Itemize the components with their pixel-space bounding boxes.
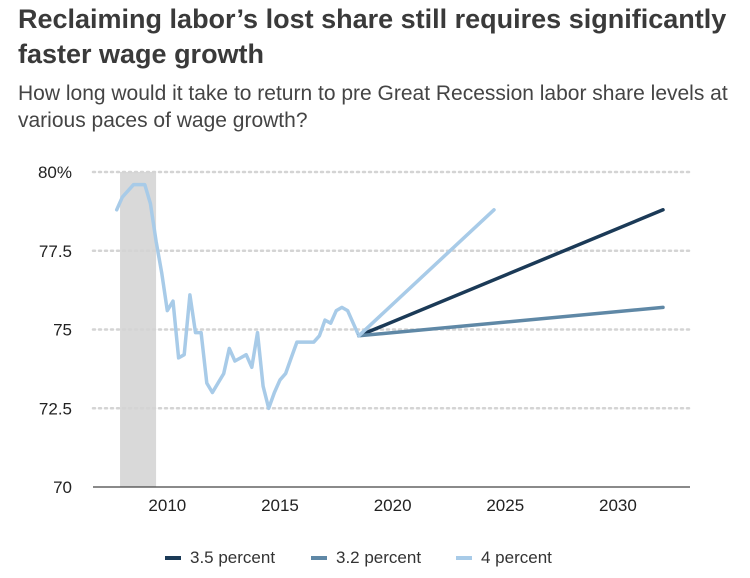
projection-line-4-percent <box>357 208 496 338</box>
x-tick-label: 2020 <box>374 496 412 515</box>
legend: 3.5 percent 3.2 percent 4 percent <box>0 548 750 574</box>
legend-swatch-3-5-percent <box>165 556 181 560</box>
x-tick-label: 2025 <box>486 496 524 515</box>
historical-labor-share-line <box>114 182 361 411</box>
chart-subtitle: How long would it take to return to pre … <box>18 82 728 132</box>
legend-swatch-4-percent <box>456 556 472 560</box>
y-tick-label: 70 <box>53 478 72 497</box>
y-tick-label: 72.5 <box>39 399 72 418</box>
legend-item-4-percent: 4 percent <box>456 548 552 568</box>
y-tick-label: 80% <box>38 163 72 182</box>
legend-label-4-percent: 4 percent <box>481 548 552 567</box>
y-tick-label: 75 <box>53 321 72 340</box>
projection-line-3-2-percent <box>357 305 665 338</box>
legend-label-3-2-percent: 3.2 percent <box>336 548 422 567</box>
chart-title: Reclaiming labor’s lost share still requ… <box>18 4 727 69</box>
x-tick-label: 2015 <box>261 496 299 515</box>
projection-line-3-5-percent <box>357 208 665 338</box>
legend-label-3-5-percent: 3.5 percent <box>190 548 276 567</box>
legend-item-3-5-percent: 3.5 percent <box>165 548 275 568</box>
legend-item-3-2-percent: 3.2 percent <box>311 548 421 568</box>
legend-swatch-3-2-percent <box>311 556 327 560</box>
y-tick-label: 77.5 <box>39 242 72 261</box>
x-tick-label: 2010 <box>148 496 186 515</box>
x-tick-label: 2030 <box>599 496 637 515</box>
